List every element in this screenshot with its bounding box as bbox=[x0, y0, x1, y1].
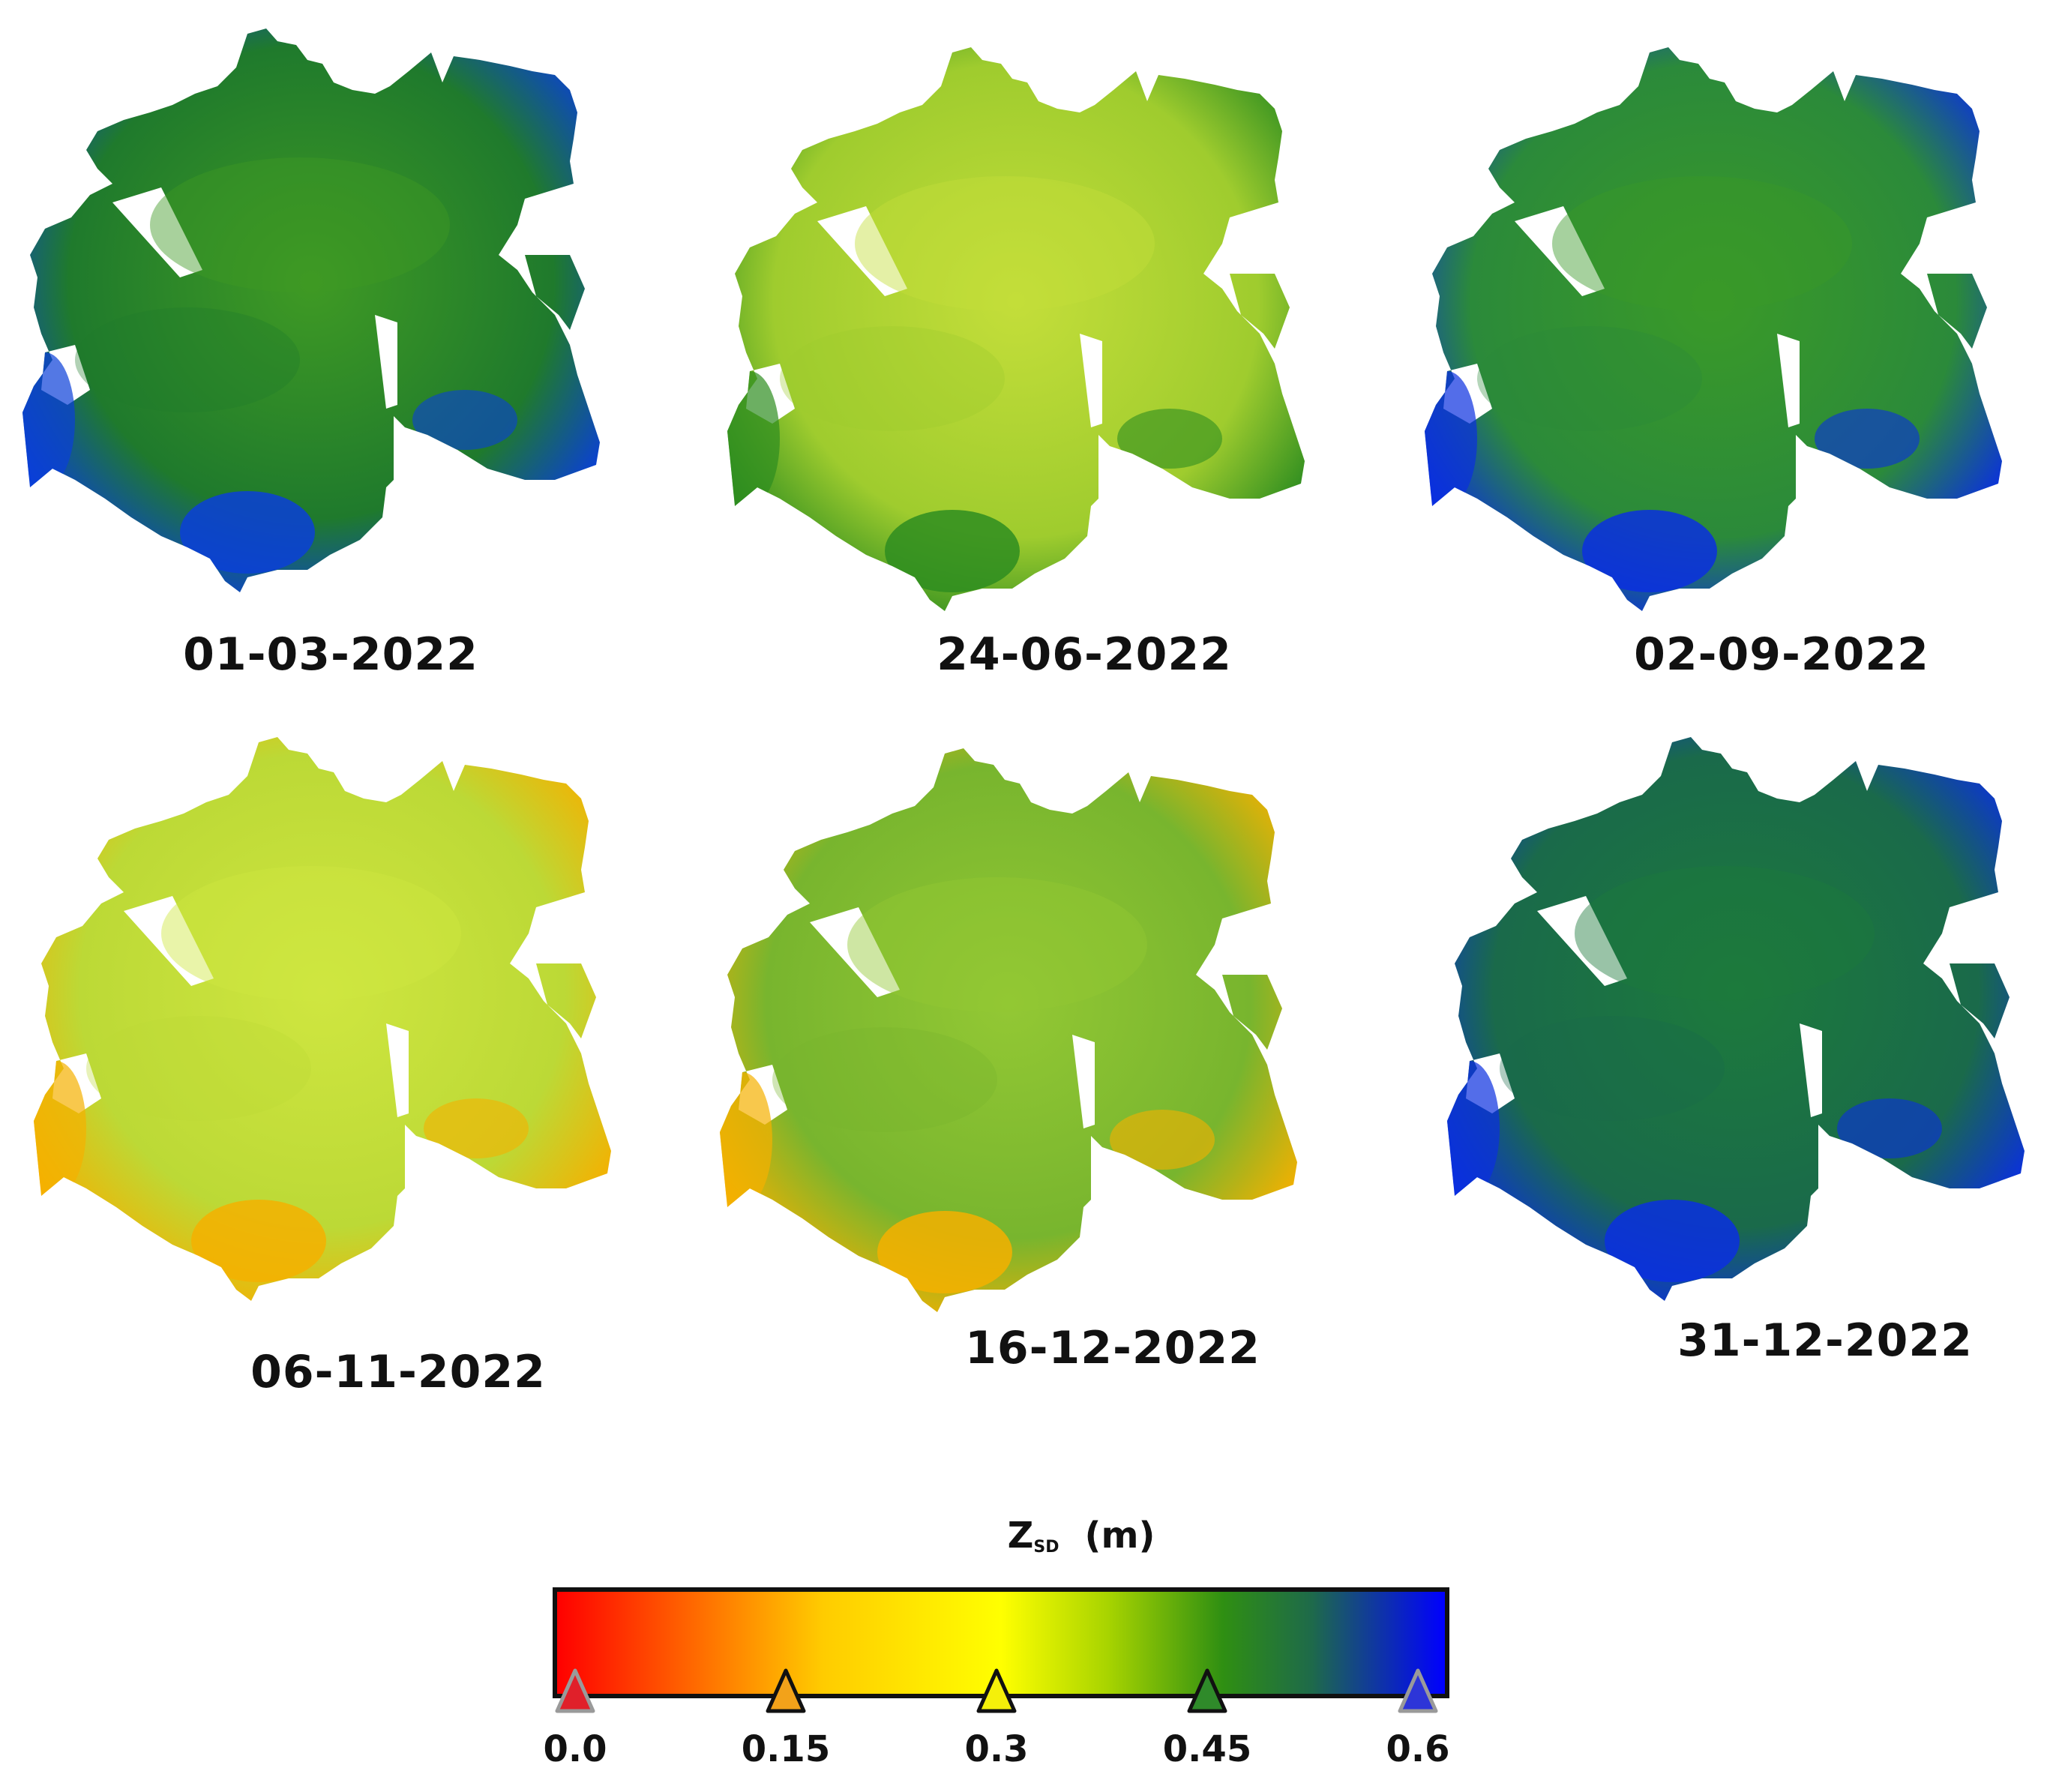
lake-shade-1-4 bbox=[150, 157, 450, 292]
colorbar-tick-label-3: 0.3 bbox=[964, 1728, 1029, 1770]
legend-unit: (m) bbox=[1084, 1515, 1155, 1557]
lake-map-6 bbox=[1447, 737, 2025, 1301]
lake-map-5 bbox=[720, 748, 1297, 1312]
legend-variable-subscript: SD bbox=[1033, 1538, 1059, 1557]
lake-shade-4-5 bbox=[86, 1016, 311, 1121]
lake-shade-5-1 bbox=[877, 1211, 1012, 1293]
lake-shade-3-2 bbox=[1425, 371, 1477, 506]
date-label-2: 24-06-2022 bbox=[937, 628, 1232, 681]
lake-shade-6-1 bbox=[1605, 1200, 1740, 1282]
lake-shade-5-4 bbox=[847, 877, 1147, 1012]
lake-shade-3-3 bbox=[1815, 409, 1920, 469]
lake-shade-6-2 bbox=[1447, 1061, 1500, 1196]
lake-shade-2-5 bbox=[780, 326, 1005, 431]
lake-shade-1-5 bbox=[75, 307, 300, 412]
colorbar bbox=[553, 1587, 1449, 1698]
legend-variable: Z bbox=[1007, 1515, 1034, 1557]
colorbar-tick-label-4: 0.45 bbox=[1162, 1728, 1252, 1770]
date-label-6: 31-12-2022 bbox=[1677, 1314, 1973, 1367]
lake-shade-5-5 bbox=[772, 1027, 997, 1132]
lake-map-4 bbox=[34, 737, 611, 1301]
lake-map-3 bbox=[1425, 47, 2002, 611]
lake-fill-2 bbox=[727, 47, 1305, 611]
date-label-4: 06-11-2022 bbox=[250, 1346, 546, 1398]
lake-map-2 bbox=[727, 47, 1305, 611]
lake-shade-1-2 bbox=[22, 352, 75, 487]
lake-shade-4-2 bbox=[34, 1061, 86, 1196]
date-label-1: 01-03-2022 bbox=[183, 628, 478, 681]
lake-map-1 bbox=[22, 28, 600, 592]
lake-shade-6-5 bbox=[1500, 1016, 1725, 1121]
lake-shade-5-3 bbox=[1110, 1110, 1215, 1170]
lake-fill-4 bbox=[34, 737, 611, 1301]
lake-shade-2-4 bbox=[855, 176, 1155, 311]
lake-shade-1-3 bbox=[412, 390, 517, 450]
lake-fill-6 bbox=[1447, 737, 2025, 1301]
colorbar-tick-label-1: 0.0 bbox=[543, 1728, 607, 1770]
lake-shade-6-3 bbox=[1837, 1098, 1942, 1158]
lake-fill-1 bbox=[22, 28, 600, 592]
lake-shade-4-3 bbox=[424, 1098, 529, 1158]
lake-shade-3-4 bbox=[1552, 176, 1852, 311]
lake-shade-2-1 bbox=[885, 510, 1020, 592]
lake-shade-3-5 bbox=[1477, 326, 1702, 431]
lake-fill-5 bbox=[720, 748, 1297, 1312]
lake-shade-2-2 bbox=[727, 371, 780, 506]
colorbar-tick-label-2: 0.15 bbox=[741, 1728, 831, 1770]
lake-shade-1-1 bbox=[180, 491, 315, 574]
lake-shade-4-4 bbox=[161, 866, 461, 1001]
colorbar-tick-label-5: 0.6 bbox=[1386, 1728, 1450, 1770]
date-label-5: 16-12-2022 bbox=[965, 1322, 1260, 1374]
lake-shade-3-1 bbox=[1582, 510, 1717, 592]
lake-fill-3 bbox=[1425, 47, 2002, 611]
legend-title: ZSD (m) bbox=[1008, 1515, 1155, 1557]
date-label-3: 02-09-2022 bbox=[1634, 628, 1929, 681]
lake-shade-4-1 bbox=[191, 1200, 326, 1282]
lake-shade-5-2 bbox=[720, 1072, 772, 1207]
lake-shade-2-3 bbox=[1117, 409, 1222, 469]
lake-shade-6-4 bbox=[1575, 866, 1875, 1001]
